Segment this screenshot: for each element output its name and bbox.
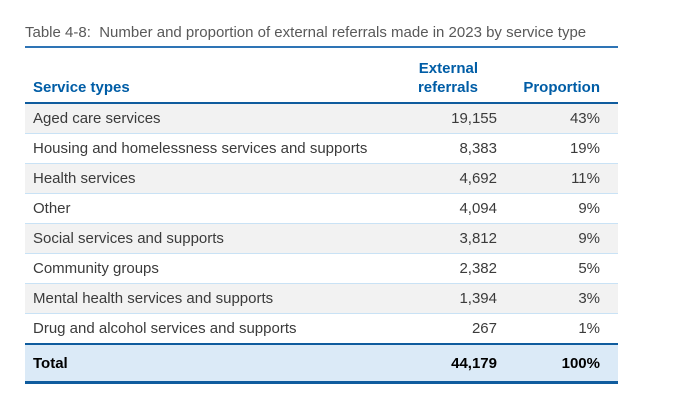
proportion-cell: 5%	[497, 253, 618, 284]
referrals-cell: 19,155	[405, 103, 497, 134]
table-body: Aged care services 19,155 43% Housing an…	[25, 103, 618, 344]
referrals-cell: 3,812	[405, 223, 497, 254]
total-referrals-cell: 44,179	[405, 343, 497, 384]
column-header-proportion: Proportion	[497, 57, 618, 104]
service-cell: Other	[25, 193, 405, 224]
table-row: Other 4,094 9%	[25, 193, 618, 224]
table-row: Housing and homelessness services and su…	[25, 133, 618, 164]
service-cell: Housing and homelessness services and su…	[25, 133, 405, 164]
table-row: Aged care services 19,155 43%	[25, 103, 618, 134]
service-cell: Health services	[25, 163, 405, 194]
total-proportion-cell: 100%	[497, 343, 618, 384]
referrals-table: Service types External referrals Proport…	[25, 57, 618, 384]
header-row: Service types External referrals Proport…	[25, 57, 618, 104]
proportion-cell: 43%	[497, 103, 618, 134]
total-row: Total 44,179 100%	[25, 343, 618, 384]
proportion-cell: 3%	[497, 283, 618, 314]
referrals-cell: 1,394	[405, 283, 497, 314]
table-row: Mental health services and supports 1,39…	[25, 283, 618, 314]
document-page: Table 4-8: Number and proportion of exte…	[25, 24, 618, 384]
service-cell: Mental health services and supports	[25, 283, 405, 314]
proportion-cell: 11%	[497, 163, 618, 194]
service-cell: Community groups	[25, 253, 405, 284]
proportion-cell: 19%	[497, 133, 618, 164]
column-header-external-referrals: External referrals	[405, 57, 497, 104]
proportion-cell: 9%	[497, 193, 618, 224]
column-header-service-types: Service types	[25, 57, 405, 104]
caption-underline	[25, 46, 618, 48]
table-row: Health services 4,692 11%	[25, 163, 618, 194]
table-caption: Table 4-8: Number and proportion of exte…	[25, 24, 587, 41]
total-label-cell: Total	[25, 343, 405, 384]
service-cell: Drug and alcohol services and supports	[33, 320, 297, 337]
table-header: Service types External referrals Proport…	[25, 57, 618, 104]
table-row: Drug and alcohol services and supports 2…	[25, 314, 618, 345]
referrals-cell: 4,094	[405, 193, 497, 224]
referrals-cell: 4,692	[405, 163, 497, 194]
service-cell: Aged care services	[25, 103, 405, 134]
proportion-cell: 1%	[578, 320, 600, 337]
service-cell: Social services and supports	[25, 223, 405, 254]
referrals-cell: 2,382	[405, 253, 497, 284]
table-footer: Total 44,179 100%	[25, 343, 618, 384]
table-row: Community groups 2,382 5%	[25, 253, 618, 284]
table-row: Social services and supports 3,812 9%	[25, 223, 618, 254]
referrals-cell: 8,383	[405, 133, 497, 164]
proportion-cell: 9%	[497, 223, 618, 254]
referrals-cell: 267	[471, 320, 497, 337]
